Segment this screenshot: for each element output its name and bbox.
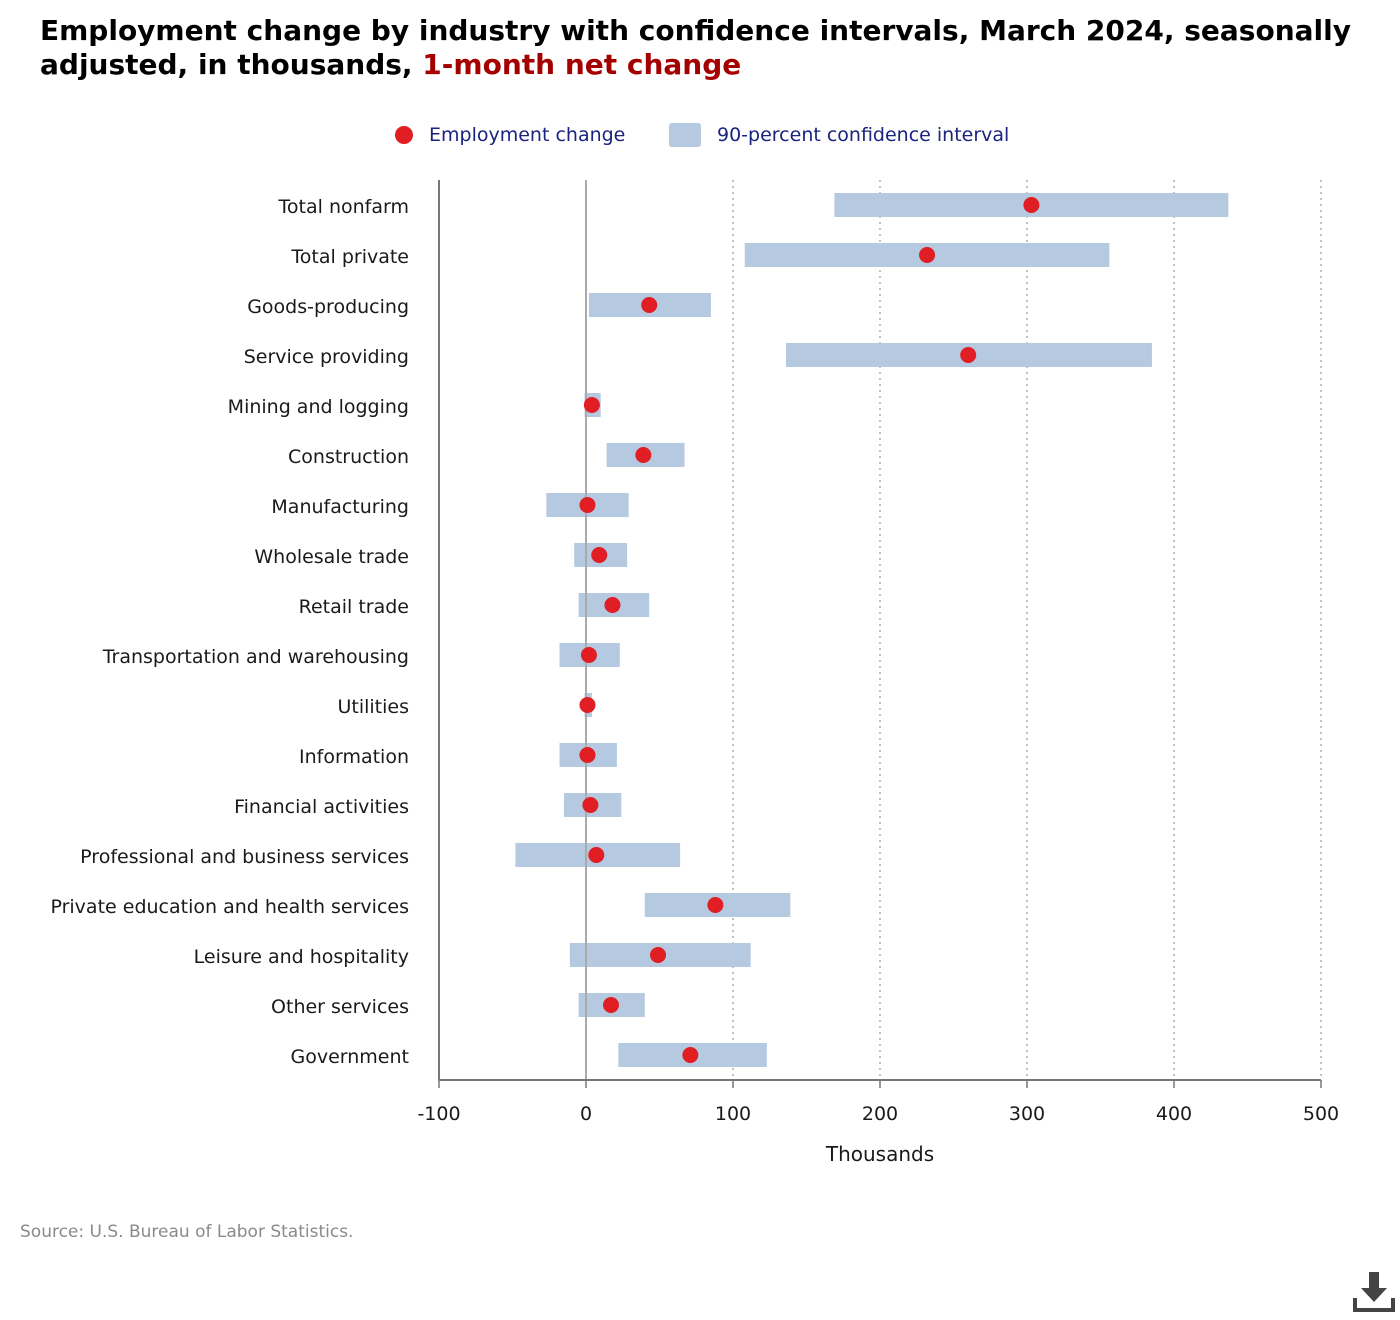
category-label: Private education and health services bbox=[50, 896, 409, 918]
category-label: Total private bbox=[290, 246, 409, 268]
legend-box-icon bbox=[669, 123, 701, 147]
chart-title-main: Employment change by industry with confi… bbox=[40, 14, 1351, 81]
category-label: Information bbox=[299, 746, 409, 768]
category-label: Construction bbox=[288, 446, 409, 468]
category-label: Transportation and warehousing bbox=[102, 646, 409, 668]
category-label: Other services bbox=[271, 996, 409, 1018]
employment-change-point bbox=[641, 297, 658, 313]
employment-change-point bbox=[682, 1047, 699, 1063]
chart-title: Employment change by industry with confi… bbox=[40, 14, 1360, 82]
employment-change-point bbox=[582, 797, 599, 813]
source-note: Source: U.S. Bureau of Labor Statistics. bbox=[20, 1222, 354, 1242]
category-label: Retail trade bbox=[299, 596, 409, 618]
employment-change-point bbox=[604, 597, 621, 613]
category-label: Leisure and hospitality bbox=[194, 946, 409, 968]
employment-change-point bbox=[588, 847, 605, 863]
employment-change-point bbox=[579, 697, 596, 713]
chart-legend: Employment change 90-percent confidence … bbox=[0, 118, 1400, 152]
category-label: Goods-producing bbox=[247, 296, 409, 318]
x-tick-label: 100 bbox=[715, 1103, 751, 1125]
x-tick-label: 400 bbox=[1156, 1103, 1192, 1125]
dot-interval-chart: -100 0 100 200 300 400 500 Thousands Total nonfa… bbox=[50, 180, 1339, 1166]
download-icon bbox=[1353, 1272, 1395, 1312]
employment-change-point bbox=[960, 347, 977, 363]
category-label: Service providing bbox=[244, 346, 409, 368]
legend-dot-icon bbox=[395, 126, 413, 144]
employment-change-point bbox=[650, 947, 667, 963]
category-label: Wholesale trade bbox=[254, 546, 409, 568]
download-button[interactable] bbox=[1352, 1270, 1396, 1314]
category-label: Financial activities bbox=[234, 796, 409, 818]
x-tick-label: 200 bbox=[862, 1103, 898, 1125]
x-tick-label: 500 bbox=[1303, 1103, 1339, 1125]
category-label: Manufacturing bbox=[271, 496, 409, 518]
x-tick-label: 0 bbox=[580, 1103, 592, 1125]
employment-change-point bbox=[579, 497, 596, 513]
category-label: Total nonfarm bbox=[278, 196, 409, 218]
category-label: Utilities bbox=[337, 696, 409, 718]
legend-label-employment-change: Employment change bbox=[429, 124, 626, 146]
employment-change-point bbox=[591, 547, 608, 563]
chart-title-highlight: 1-month net change bbox=[422, 48, 742, 81]
employment-change-point bbox=[580, 647, 597, 663]
employment-change-point bbox=[707, 897, 724, 913]
x-axis-title: Thousands bbox=[825, 1142, 934, 1166]
category-label: Professional and business services bbox=[80, 846, 409, 868]
x-tick-label: -100 bbox=[417, 1103, 460, 1125]
employment-change-point bbox=[602, 997, 619, 1013]
employment-change-point bbox=[583, 397, 600, 413]
employment-change-point bbox=[635, 447, 652, 463]
employment-change-point bbox=[919, 247, 936, 263]
x-tick-label: 300 bbox=[1009, 1103, 1045, 1125]
legend-item-confidence-interval[interactable]: 90-percent confidence interval bbox=[669, 118, 1009, 152]
legend-item-employment-change[interactable]: Employment change bbox=[395, 118, 625, 152]
legend-label-confidence-interval: 90-percent confidence interval bbox=[717, 124, 1010, 146]
employment-change-point bbox=[1023, 197, 1040, 213]
category-label: Mining and logging bbox=[228, 396, 409, 418]
employment-change-point bbox=[579, 747, 596, 763]
category-label: Government bbox=[291, 1046, 410, 1068]
